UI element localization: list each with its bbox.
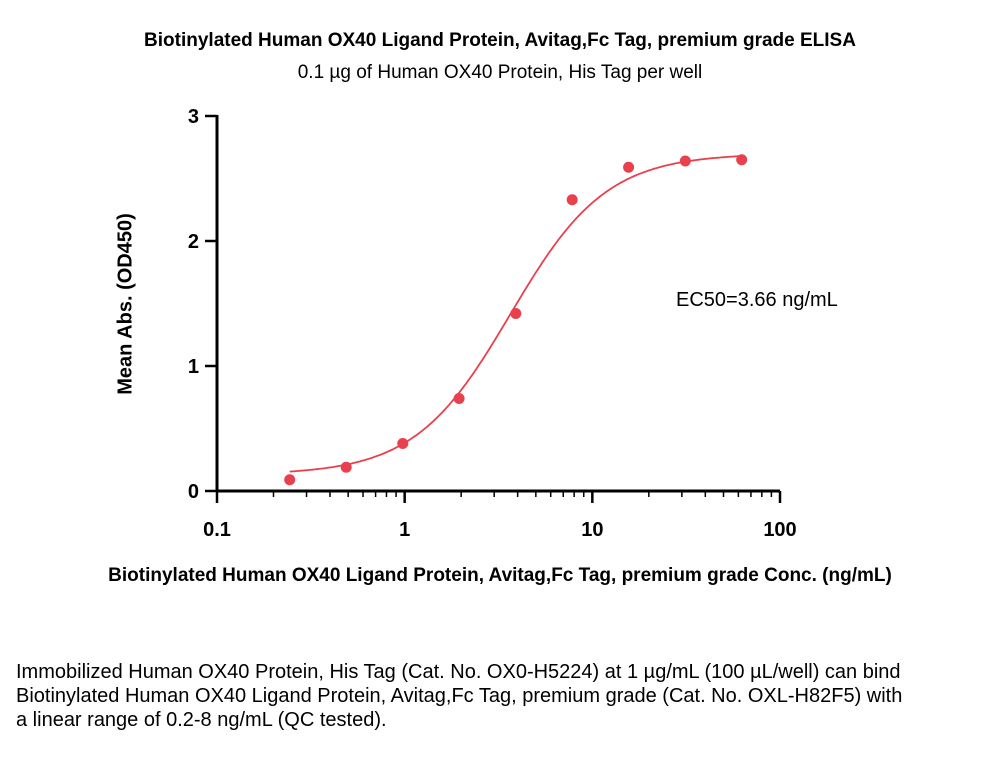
data-point: [510, 308, 522, 319]
data-point: [566, 194, 578, 206]
data-points: [284, 154, 748, 486]
x-tick-label: 100: [763, 519, 796, 541]
data-point: [679, 155, 691, 167]
data-point: [340, 461, 352, 473]
ec50-annotation: EC50=3.66 ng/mL: [676, 289, 838, 311]
y-tick-label: 2: [188, 231, 199, 253]
x-tick-label: 0.1: [203, 519, 231, 541]
x-axis-label: Biotinylated Human OX40 Ligand Protein, …: [108, 565, 892, 586]
x-tick-label: 10: [581, 519, 603, 541]
chart-title: Biotinylated Human OX40 Ligand Protein, …: [144, 30, 856, 51]
x-ticks: 0.1 1 10 100: [203, 491, 797, 541]
data-point: [284, 474, 296, 486]
x-tick-label: 1: [399, 519, 410, 541]
data-point: [736, 154, 748, 166]
data-point: [623, 161, 635, 173]
y-tick-label: 3: [188, 106, 199, 128]
y-ticks: 0 1 2 3: [188, 106, 217, 503]
assay-note: Immobilized Human OX40 Protein, His Tag …: [16, 661, 903, 731]
y-tick-label: 1: [188, 356, 199, 378]
y-tick-label: 0: [188, 481, 199, 503]
fit-curve: [289, 155, 742, 473]
data-point: [453, 393, 465, 404]
data-point: [397, 438, 409, 449]
chart-subtitle: 0.1 µg of Human OX40 Protein, His Tag pe…: [297, 62, 703, 83]
